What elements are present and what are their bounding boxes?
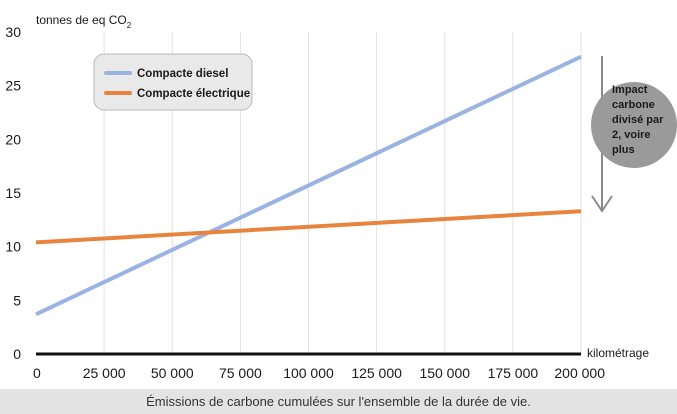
y-tick-label: 10	[5, 239, 21, 255]
x-tick-label: 25 000	[83, 365, 126, 381]
x-axis-title: kilométrage	[587, 346, 649, 360]
legend-box	[93, 53, 253, 111]
annotation-line-1: Impact	[612, 84, 648, 96]
legend-label-diesel: Compacte diesel	[137, 68, 228, 80]
x-tick-label: 50 000	[151, 365, 194, 381]
y-tick-label: 0	[13, 346, 21, 362]
y-tick-label: 25	[5, 78, 21, 94]
y-tick-label: 30	[5, 24, 21, 40]
annotation-arrow-head	[591, 195, 613, 213]
x-tick-label: 150 000	[419, 365, 470, 381]
legend-label-electrique: Compacte électrique	[137, 88, 250, 100]
series-lines	[35, 54, 582, 317]
caption-text: Émissions de carbone cumulées sur l'ense…	[146, 394, 531, 409]
x-tick-label: 75 000	[219, 365, 262, 381]
annotation-line-3: divisé par	[612, 114, 664, 126]
chart: 0 25 000 50 000 75 000 100 000 125 000 150 000…	[5, 13, 677, 381]
annotation-line-2: carbone	[612, 99, 655, 111]
legend: Compacte diesel Compacte électrique	[93, 53, 253, 111]
annotation: Impact carbone divisé par 2, voire plus	[591, 56, 677, 213]
y-tick-label: 5	[13, 292, 21, 308]
annotation-bubble	[591, 82, 677, 168]
y-axis-title: tonnes de eq CO2	[36, 13, 132, 30]
series-line-0	[35, 54, 582, 317]
x-tick-label: 100 000	[283, 365, 334, 381]
axes: 0 25 000 50 000 75 000 100 000 125 000 150 000…	[5, 24, 605, 381]
caption: Émissions de carbone cumulées sur l'ense…	[0, 389, 677, 414]
x-tick-label: 125 000	[351, 365, 402, 381]
x-tick-label: 200 000	[554, 365, 605, 381]
y-tick-label: 20	[5, 131, 21, 147]
x-tick-label: 175 000	[488, 365, 539, 381]
annotation-text: Impact carbone divisé par 2, voire plus	[612, 84, 666, 156]
x-tick-label: 0	[33, 365, 41, 381]
y-tick-label: 15	[5, 185, 21, 201]
series-line-1	[35, 209, 582, 245]
annotation-line-5: plus	[612, 144, 635, 156]
annotation-line-4: 2, voire	[612, 129, 651, 141]
